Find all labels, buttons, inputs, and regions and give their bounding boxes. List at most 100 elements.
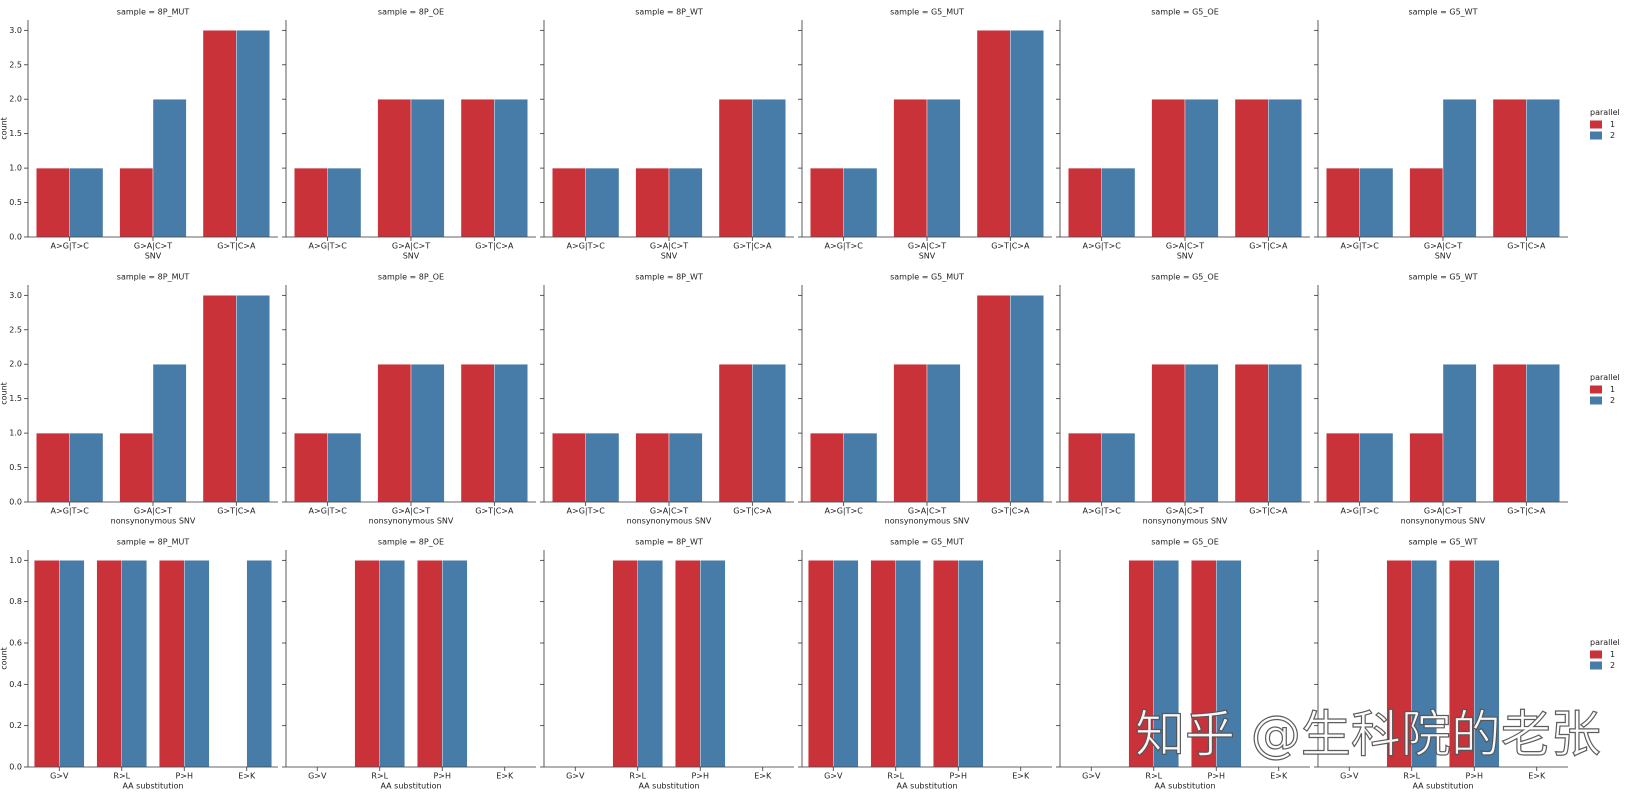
facet: sample = 8P_MUT 0.0 0.5 1.0 1.5 2.0 2.5 3.0 A>G|… <box>0 8 278 261</box>
x-tick-label: A>G|T>C <box>1083 507 1122 516</box>
x-tick-label: G>A|C>T <box>1424 242 1462 251</box>
facet: sample = G5_OE A>G|T>C G>A|C>T G>T|C>A nonsy… <box>1056 273 1310 526</box>
bar <box>294 432 328 503</box>
bar <box>1409 432 1444 503</box>
bar <box>327 167 362 238</box>
facet-title: sample = 8P_OE <box>378 538 444 547</box>
bar <box>460 364 495 503</box>
facet-title: sample = G5_OE <box>1151 538 1219 547</box>
legend-swatch <box>1590 131 1602 140</box>
x-tick-label: R>L <box>1145 772 1162 781</box>
x-tick-label: R>L <box>1403 772 1420 781</box>
bar <box>36 167 70 238</box>
facet-title: sample = 8P_OE <box>378 8 444 17</box>
x-tick-label: G>A|C>T <box>908 242 946 251</box>
bar <box>810 432 844 503</box>
y-tick-label: 3.0 <box>9 291 22 300</box>
x-tick-label: A>G|T>C <box>825 507 864 516</box>
bar <box>377 99 412 238</box>
x-tick-label: G>A|C>T <box>1166 507 1204 516</box>
facet: sample = 8P_OE A>G|T>C G>A|C>T G>T|C>A nonsy… <box>282 273 536 526</box>
bar <box>327 432 362 503</box>
x-tick-label: G>T|C>A <box>991 507 1030 516</box>
facet: sample = 8P_OE A>G|T>C G>A|C>T G>T|C>A SNV <box>282 8 536 261</box>
bar <box>976 295 1011 503</box>
x-tick-label: R>L <box>629 772 646 781</box>
bar <box>417 560 443 768</box>
x-axis-label: nonsynonymous SNV <box>1401 517 1486 526</box>
bar <box>410 99 445 238</box>
x-tick-label: A>G|T>C <box>1341 507 1380 516</box>
bar <box>1409 167 1444 238</box>
bar <box>926 364 961 503</box>
x-tick-label: P>H <box>949 772 967 781</box>
bar <box>637 560 663 768</box>
bar <box>184 560 210 768</box>
y-tick-label: 1.5 <box>9 394 22 403</box>
y-tick-label: 2.0 <box>9 360 22 369</box>
y-tick-label: 1.0 <box>9 164 22 173</box>
facet-title: sample = 8P_WT <box>635 538 703 547</box>
y-tick-label: 0.8 <box>9 597 22 606</box>
x-tick-label: G>A|C>T <box>134 242 172 251</box>
facet: sample = G5_MUT G>V R>L P>H E>K AA substituti… <box>798 538 1052 791</box>
x-tick-label: E>K <box>754 772 772 781</box>
x-axis-label: SNV <box>403 252 420 261</box>
facet: sample = 8P_MUT 0.0 0.5 1.0 1.5 2.0 2.5 3.0 A>G|… <box>0 273 278 526</box>
bar <box>202 30 237 238</box>
x-tick-label: G>T|C>A <box>733 242 772 251</box>
bar <box>410 364 445 503</box>
bar <box>585 167 620 238</box>
x-axis-label: AA substitution <box>1412 782 1473 791</box>
bar <box>976 30 1011 238</box>
bar <box>1326 167 1360 238</box>
bar <box>69 167 104 238</box>
y-tick-label: 0.4 <box>9 680 22 689</box>
bar <box>1492 99 1527 238</box>
bar <box>552 432 586 503</box>
bar <box>69 432 104 503</box>
bar <box>202 295 237 503</box>
bar <box>700 560 726 768</box>
facet: sample = 8P_OE G>V R>L P>H E>K AA substitutio… <box>282 538 536 791</box>
x-tick-label: G>T|C>A <box>475 242 514 251</box>
legend-label: 1 <box>1610 120 1615 129</box>
bar <box>1268 99 1302 238</box>
bar <box>1268 364 1302 503</box>
facet-title: sample = G5_WT <box>1409 538 1478 547</box>
bar <box>668 432 703 503</box>
facet: sample = G5_MUT A>G|T>C G>A|C>T G>T|C>A nons… <box>798 273 1052 526</box>
bar <box>1128 560 1154 768</box>
facet-title: sample = G5_WT <box>1409 8 1478 17</box>
bar <box>1101 432 1136 503</box>
bar <box>96 560 122 768</box>
x-axis-label: SNV <box>661 252 678 261</box>
y-tick-label: 0.2 <box>9 721 22 730</box>
facet-title: sample = G5_WT <box>1409 273 1478 282</box>
legend-swatch <box>1590 650 1602 659</box>
bar <box>121 560 147 768</box>
bar <box>843 167 878 238</box>
y-tick-label: 0.0 <box>9 233 22 242</box>
legend-title: parallel <box>1590 108 1620 117</box>
bar <box>460 99 495 238</box>
x-axis-label: SNV <box>1177 252 1194 261</box>
x-tick-label: R>L <box>113 772 130 781</box>
x-axis-label: AA substitution <box>122 782 183 791</box>
legend-label: 2 <box>1610 396 1615 405</box>
bar <box>59 560 85 768</box>
x-tick-label: A>G|T>C <box>51 242 90 251</box>
legend-swatch <box>1590 385 1602 394</box>
x-tick-label: G>V <box>566 772 585 781</box>
x-tick-label: G>T|C>A <box>1507 242 1546 251</box>
legend-label: 1 <box>1610 650 1615 659</box>
y-tick-label: 1.0 <box>9 556 22 565</box>
x-tick-label: E>K <box>496 772 514 781</box>
legend-swatch <box>1590 661 1602 670</box>
facet-title: sample = G5_MUT <box>890 538 964 547</box>
bar <box>379 560 405 768</box>
legend-label: 2 <box>1610 131 1615 140</box>
x-tick-label: G>A|C>T <box>134 507 172 516</box>
bar <box>893 99 928 238</box>
